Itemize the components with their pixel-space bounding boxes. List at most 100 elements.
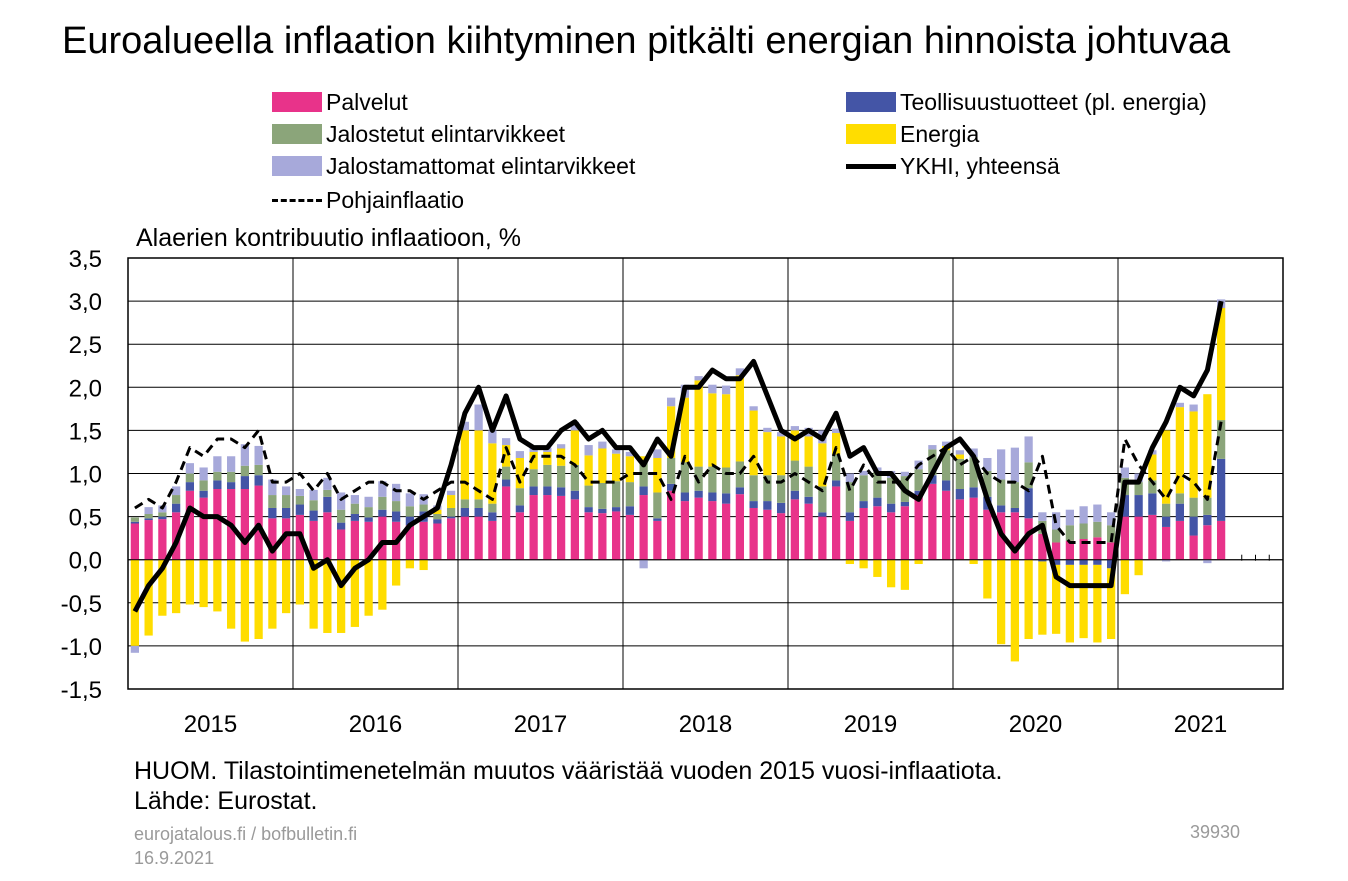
bar-jalostamattomat: [240, 444, 249, 466]
bar-teollisuus: [598, 508, 607, 514]
bar-palvelut: [694, 497, 703, 560]
bar-palvelut: [433, 523, 442, 560]
bar-teollisuus: [392, 511, 401, 522]
bar-teollisuus: [804, 496, 813, 504]
bar-energia: [350, 559, 359, 627]
bar-jalostetut: [708, 466, 717, 493]
bar-palvelut: [419, 521, 428, 560]
bar-jalostamattomat: [997, 449, 1006, 480]
bar-jalostetut: [515, 488, 524, 506]
bar-jalostetut: [364, 507, 373, 518]
bar-teollisuus: [1093, 559, 1102, 565]
bar-palvelut: [942, 490, 951, 560]
bar-jalostamattomat: [598, 441, 607, 449]
bar-palvelut: [474, 516, 483, 560]
bar-energia: [323, 559, 332, 633]
bar-palvelut: [337, 529, 346, 560]
bar-teollisuus: [185, 482, 194, 491]
bar-jalostetut: [969, 457, 978, 488]
bar-teollisuus: [1107, 559, 1116, 569]
y-tick-label: 0,0: [69, 548, 102, 575]
bar-teollisuus: [158, 516, 167, 520]
bar-energia: [460, 430, 469, 500]
bar-energia: [859, 559, 868, 569]
bar-palvelut: [447, 518, 456, 560]
bar-energia: [612, 453, 621, 482]
bar-energia: [1175, 407, 1184, 494]
bar-palvelut: [240, 489, 249, 560]
bar-energia: [584, 455, 593, 486]
bar-jalostamattomat: [1065, 509, 1074, 526]
bar-jalostetut: [790, 460, 799, 491]
bar-teollisuus: [447, 516, 456, 519]
bar-jalostetut: [845, 482, 854, 513]
bar-energia: [1065, 564, 1074, 643]
bar-jalostetut: [1093, 521, 1102, 538]
bar-teollisuus: [213, 480, 222, 490]
bar-energia: [887, 559, 896, 588]
bar-jalostamattomat: [295, 489, 304, 496]
bar-palvelut: [667, 490, 676, 560]
bar-teollisuus: [199, 490, 208, 498]
x-tick-label: 2017: [514, 711, 567, 738]
bar-palvelut: [1079, 539, 1088, 560]
bar-teollisuus: [694, 490, 703, 498]
bar-energia: [1148, 454, 1157, 481]
bar-teollisuus: [337, 522, 346, 530]
bar-palvelut: [887, 512, 896, 560]
bar-jalostamattomat: [845, 473, 854, 483]
y-tick-label: 3,0: [69, 289, 102, 316]
bar-jalostetut: [557, 465, 566, 488]
bar-jalostetut: [268, 495, 277, 508]
bar-teollisuus: [777, 502, 786, 514]
bar-jalostetut: [887, 477, 896, 504]
bar-palvelut: [543, 495, 552, 560]
bar-palvelut: [749, 507, 758, 560]
bar-palvelut: [598, 513, 607, 560]
bar-teollisuus: [735, 487, 744, 495]
bar-energia: [378, 559, 387, 610]
bar-energia: [185, 559, 194, 605]
bar-teollisuus: [969, 487, 978, 498]
legend-label-teollisuus: Teollisuustuotteet (pl. energia): [900, 89, 1207, 115]
bar-teollisuus: [653, 518, 662, 521]
bar-energia: [419, 559, 428, 571]
y-tick-label: -1,5: [61, 677, 102, 704]
bar-teollisuus: [1134, 495, 1143, 517]
bar-palvelut: [1162, 526, 1171, 560]
bar-palvelut: [158, 519, 167, 560]
bar-palvelut: [378, 516, 387, 560]
bar-palvelut: [268, 518, 277, 560]
bar-jalostetut: [529, 469, 538, 487]
bar-teollisuus: [502, 479, 511, 487]
bar-teollisuus: [914, 490, 923, 496]
bar-palvelut: [625, 514, 634, 560]
bar-teollisuus: [488, 512, 497, 521]
bar-energia: [680, 397, 689, 463]
bar-teollisuus: [144, 518, 153, 521]
x-tick-label: 2020: [1009, 711, 1062, 738]
legend-swatch-jalostetut: [272, 124, 322, 144]
footer-date: 16.9.2021: [134, 848, 215, 868]
bar-jalostetut: [460, 499, 469, 508]
bar-energia: [213, 559, 222, 612]
bar-palvelut: [763, 509, 772, 560]
bar-teollisuus: [900, 501, 909, 507]
bar-palvelut: [364, 521, 373, 560]
bar-energia: [543, 451, 552, 465]
bar-jalostamattomat: [584, 445, 593, 456]
bar-jalostetut: [818, 486, 827, 513]
bar-teollisuus: [749, 501, 758, 508]
bar-jalostetut: [639, 460, 648, 487]
bar-palvelut: [350, 520, 359, 560]
bar-jalostamattomat: [983, 457, 992, 471]
bar-jalostamattomat: [928, 445, 937, 450]
bar-jalostetut: [378, 496, 387, 510]
bar-jalostetut: [1052, 529, 1061, 543]
bar-jalostamattomat: [185, 463, 194, 474]
bar-jalostetut: [337, 509, 346, 523]
bar-jalostetut: [612, 481, 621, 508]
bar-teollisuus: [172, 503, 181, 513]
bar-teollisuus: [1162, 516, 1171, 527]
